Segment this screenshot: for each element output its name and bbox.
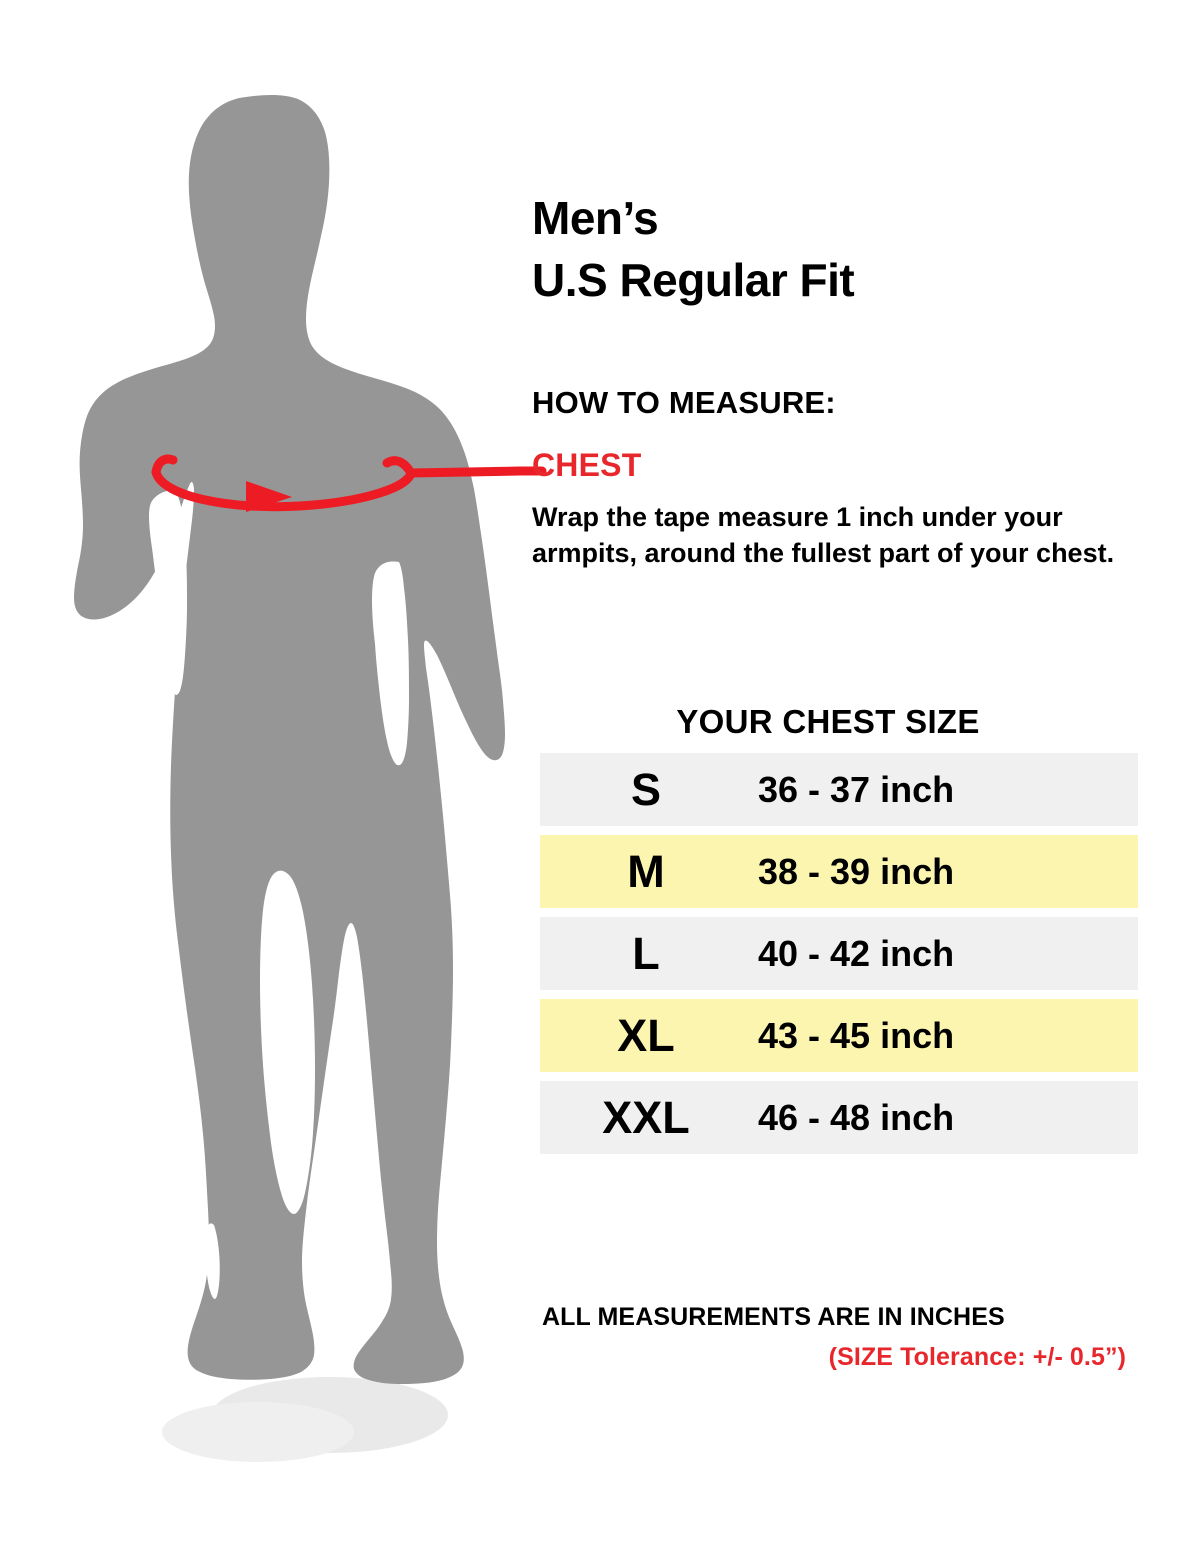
- male-figure-silhouette: [74, 94, 520, 1462]
- figure-panel: [0, 0, 520, 1553]
- size-measurement: 40 - 42 inch: [758, 932, 955, 974]
- figure-hip-notch: [205, 1223, 220, 1299]
- content-column: Men’s U.S Regular Fit HOW TO MEASURE: CH…: [520, 0, 1168, 1553]
- figure-left-arm-gap: [149, 490, 187, 695]
- title-line-1: Men’s: [532, 192, 659, 244]
- how-to-measure-heading: HOW TO MEASURE:: [532, 385, 836, 420]
- chest-measure-description: Wrap the tape measure 1 inch under your …: [532, 502, 1115, 568]
- size-measurement: 43 - 45 inch: [758, 1014, 955, 1056]
- chest-measure-label: CHEST: [532, 447, 642, 483]
- size-label: S: [630, 764, 661, 815]
- table-row: M 38 - 39 inch: [540, 835, 1138, 908]
- table-row: L 40 - 42 inch: [540, 917, 1138, 990]
- table-row: XL 43 - 45 inch: [540, 999, 1138, 1072]
- size-label: L: [632, 928, 660, 979]
- figure-right-arm-gap: [372, 561, 409, 766]
- size-label: XL: [617, 1010, 675, 1061]
- size-measurement: 36 - 37 inch: [758, 768, 955, 810]
- size-table-title: YOUR CHEST SIZE: [676, 703, 980, 740]
- figure-legs-gap: [260, 870, 315, 1214]
- units-footnote: ALL MEASUREMENTS ARE IN INCHES: [542, 1303, 1005, 1331]
- table-row: XXL 46 - 48 inch: [540, 1081, 1138, 1154]
- size-table: S 36 - 37 inch M 38 - 39 inch L 40 - 42 …: [540, 753, 1138, 1163]
- title-line-2: U.S Regular Fit: [532, 253, 855, 306]
- size-measurement: 38 - 39 inch: [758, 850, 955, 892]
- figure-body-path: [74, 94, 505, 1384]
- chest-leader-line: [406, 466, 520, 478]
- size-label: M: [627, 846, 665, 897]
- page-title: Men’s U.S Regular Fit: [532, 188, 1164, 311]
- size-measurement: 46 - 48 inch: [758, 1096, 955, 1138]
- tolerance-footnote: (SIZE Tolerance: +/- 0.5”): [828, 1343, 1126, 1371]
- size-label: XXL: [602, 1092, 690, 1143]
- figure-shadow: [162, 1377, 448, 1462]
- chest-leader-line-continuation: [520, 466, 547, 476]
- table-row: S 36 - 37 inch: [540, 753, 1138, 826]
